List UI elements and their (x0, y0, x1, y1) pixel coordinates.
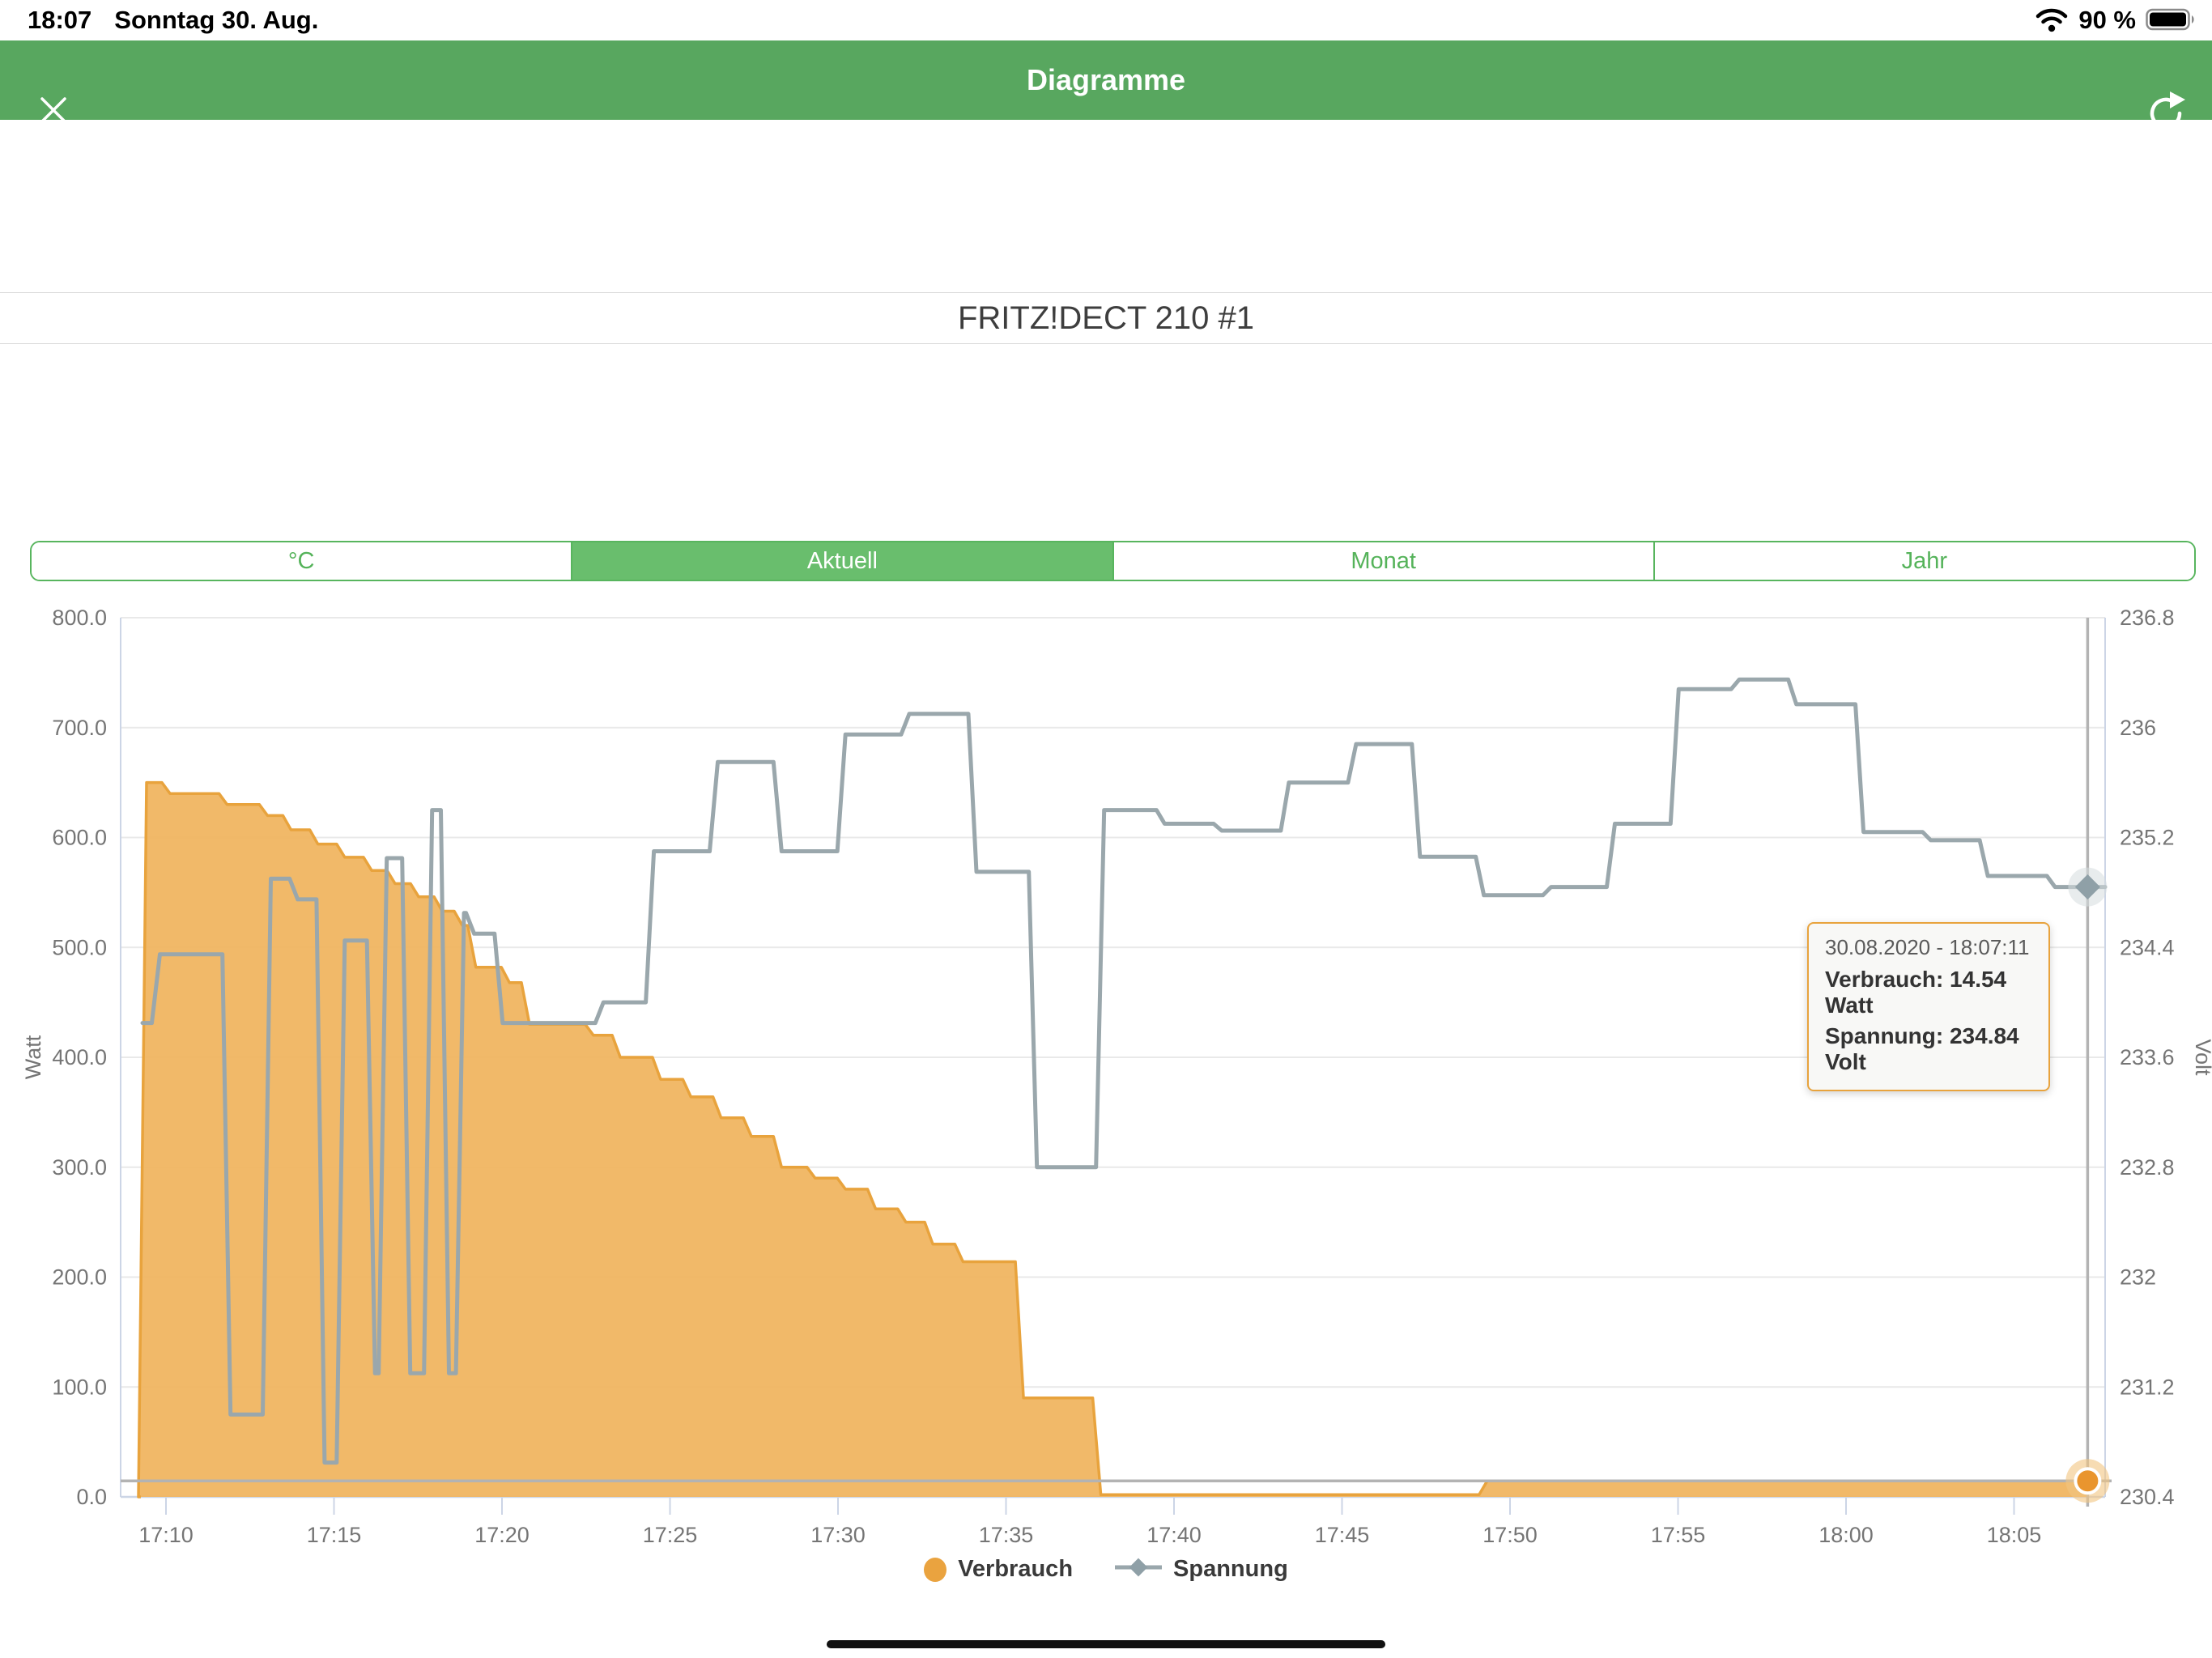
verbrauch-area (138, 782, 2092, 1497)
navbar: Diagramme (0, 40, 2212, 129)
verbrauch-marker-ring (2074, 1467, 2102, 1495)
right-axis-tick-label: 234.4 (2120, 935, 2175, 959)
verbrauch-area-stroke (137, 780, 2092, 1499)
left-axis-tick-label: 0.0 (76, 1485, 107, 1509)
wifi-icon (2035, 5, 2069, 36)
tooltip-date: 30.08.2020 - 18:07:11 (1825, 935, 2030, 959)
tab-jahr[interactable]: Jahr (1653, 542, 2194, 580)
x-tick-label: 18:05 (1987, 1523, 2042, 1547)
spannung-marker-icon (1115, 1558, 1163, 1581)
x-tick-label: 17:10 (138, 1523, 194, 1547)
refresh-icon (2146, 87, 2188, 137)
left-axis-title: Watt (21, 1035, 45, 1079)
home-indicator[interactable] (827, 1640, 1385, 1648)
right-axis-tick-label: 232.8 (2120, 1155, 2175, 1180)
status-time: 18:07 (28, 6, 92, 34)
right-axis-tick-label: 232 (2120, 1265, 2156, 1290)
close-icon (36, 92, 71, 132)
left-axis-tick-label: 400.0 (52, 1045, 107, 1069)
verbrauch-selected-marker (2077, 1470, 2099, 1492)
left-axis-tick-label: 100.0 (52, 1375, 107, 1399)
device-title-row: FRITZ!DECT 210 #1 (0, 292, 2212, 344)
tooltip-spannung: Spannung: 234.84 Volt (1825, 1023, 2019, 1074)
x-tick-label: 17:20 (474, 1523, 530, 1547)
x-tick-label: 17:40 (1146, 1523, 1202, 1547)
x-tick-label: 17:50 (1482, 1523, 1538, 1547)
right-axis-tick-label: 235.2 (2120, 826, 2175, 850)
segmented-control: °C Aktuell Monat Jahr (30, 541, 2196, 581)
verbrauch-marker-halo (2065, 1459, 2110, 1503)
battery-percent: 90 % (2078, 6, 2136, 34)
refresh-button[interactable] (2144, 87, 2189, 136)
legend-label: Spannung (1173, 1556, 1288, 1582)
x-tick-label: 18:00 (1819, 1523, 1874, 1547)
tab-monat[interactable]: Monat (1112, 542, 1653, 580)
tooltip-verbrauch: Verbrauch: 14.54 Watt (1825, 967, 2007, 1018)
left-axis-tick-label: 600.0 (52, 826, 107, 850)
left-axis-tick-label: 300.0 (52, 1155, 107, 1180)
tab-aktuell[interactable]: Aktuell (571, 542, 1112, 580)
device-title: FRITZ!DECT 210 #1 (957, 300, 1255, 336)
legend-item-verbrauch[interactable]: Verbrauch (924, 1556, 1073, 1583)
right-axis-title: Volt (2191, 1039, 2212, 1076)
left-axis-tick-label: 700.0 (52, 716, 107, 740)
right-axis-tick-label: 230.4 (2120, 1485, 2175, 1509)
x-tick-label: 17:15 (307, 1523, 362, 1547)
left-axis-tick-label: 200.0 (52, 1265, 107, 1290)
right-axis-tick-label: 233.6 (2120, 1045, 2175, 1069)
close-button[interactable] (32, 91, 74, 133)
x-tick-label: 17:35 (979, 1523, 1034, 1547)
right-axis-tick-label: 231.2 (2120, 1375, 2175, 1399)
legend-label: Verbrauch (958, 1556, 1074, 1582)
page-title: Diagramme (1026, 63, 1186, 96)
spannung-selected-marker (2074, 874, 2100, 900)
x-tick-label: 17:55 (1651, 1523, 1706, 1547)
left-axis-tick-label: 800.0 (52, 606, 107, 630)
status-bar: 18:07 Sonntag 30. Aug. 90 % (0, 0, 2212, 40)
left-axis-tick-label: 500.0 (52, 935, 107, 959)
spannung-marker-halo (2068, 867, 2108, 907)
status-date: Sonntag 30. Aug. (114, 6, 319, 34)
chart-tooltip: 30.08.2020 - 18:07:11 Verbrauch: 14.54 W… (1807, 922, 2050, 1091)
tab-celsius[interactable]: °C (32, 542, 572, 580)
right-axis-tick-label: 236 (2120, 716, 2156, 740)
x-tick-label: 17:30 (810, 1523, 866, 1547)
chart-legend: Verbrauch Spannung (0, 1556, 2212, 1583)
battery-icon (2146, 6, 2197, 36)
verbrauch-marker-icon (924, 1557, 947, 1582)
x-tick-label: 17:25 (643, 1523, 698, 1547)
right-axis-tick-label: 236.8 (2120, 606, 2175, 630)
x-tick-label: 17:45 (1315, 1523, 1370, 1547)
legend-item-spannung[interactable]: Spannung (1115, 1556, 1288, 1583)
